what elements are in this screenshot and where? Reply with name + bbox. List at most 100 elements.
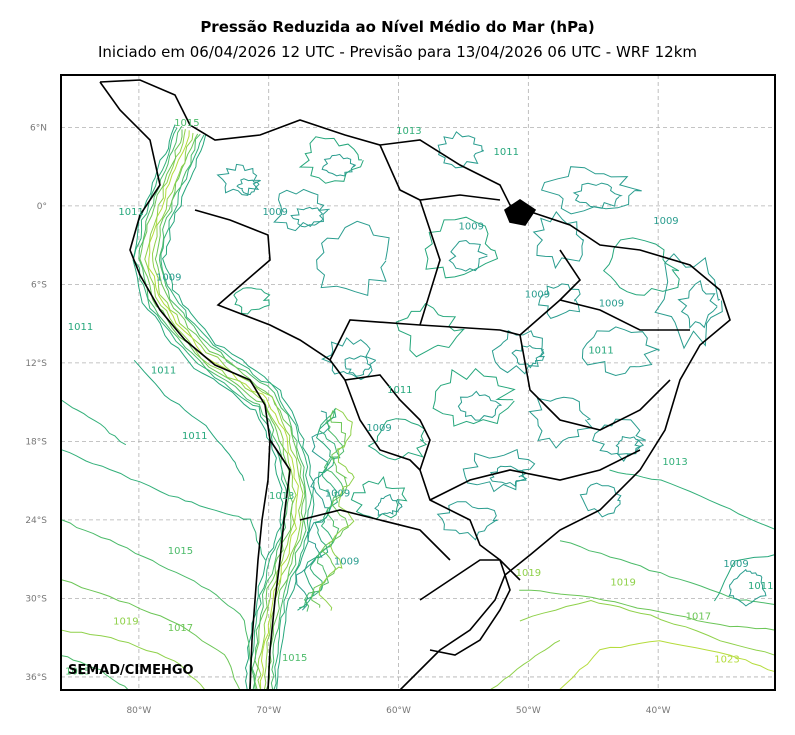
lon-tick-label: 70°W: [256, 706, 281, 716]
contour-label: 1011: [387, 385, 412, 396]
graticule: [61, 75, 775, 690]
lat-tick-label: 36°S: [25, 673, 47, 683]
contour-label: 1011: [494, 147, 519, 158]
contour-label: 1011: [182, 431, 207, 442]
continental-isobar: [424, 216, 499, 279]
lat-tick-label: 0°: [37, 202, 47, 212]
contour-label: 1011: [588, 346, 613, 357]
contour-label: 1015: [282, 653, 307, 664]
border-line: [419, 199, 441, 326]
island-shape: [504, 199, 537, 226]
contour-label: 1015: [65, 666, 90, 677]
border-line: [419, 559, 511, 656]
pacific-isobar: [61, 449, 266, 561]
andes-isobar: [132, 127, 288, 690]
border-line: [99, 81, 271, 690]
contour-label: 1015: [174, 118, 199, 129]
continental-isobar: [374, 493, 403, 517]
andes-isobar: [158, 133, 307, 690]
contour-label: 1013: [396, 126, 421, 137]
flank-isobar: [299, 407, 341, 609]
border-line: [329, 319, 521, 361]
border-line: [559, 249, 582, 301]
contour-label: 1019: [516, 568, 541, 579]
continental-isobar: [572, 182, 623, 209]
contour-label: 1011: [151, 365, 176, 376]
andes-isobar: [151, 132, 304, 690]
continental-isobar: [528, 396, 594, 449]
contour-label: 1009: [723, 559, 748, 570]
contour-label: 1009: [653, 216, 678, 227]
pacific-isobar: [61, 629, 206, 690]
contour-label: 1011: [748, 581, 773, 592]
continental-isobar: [236, 178, 260, 196]
contour-label: 1013: [662, 457, 687, 468]
continental-isobar: [491, 329, 544, 375]
andes-isobar: [138, 125, 290, 690]
lat-tick-label: 6°N: [30, 123, 47, 133]
page-title: Pressão Reduzida ao Nível Médio do Mar (…: [200, 18, 595, 36]
page-subtitle: Iniciado em 06/04/2026 12 UTC - Previsão…: [97, 43, 698, 61]
continental-isobar: [602, 237, 680, 296]
contour-label: 1009: [334, 556, 359, 567]
contour-label: 1017: [168, 623, 193, 634]
continental-isobar: [489, 465, 528, 488]
border-line: [429, 449, 641, 501]
credit-label: SEMAD/CIMEHGO: [68, 663, 194, 678]
atlantic-isobar: [609, 469, 775, 530]
andes-isobar: [139, 129, 294, 690]
continental-isobar: [344, 355, 372, 377]
lon-tick-label: 40°W: [646, 706, 671, 716]
lat-tick-label: 30°S: [25, 594, 47, 604]
andes-isobar: [162, 134, 315, 690]
continental-isobar: [350, 475, 408, 520]
contour-label: 1009: [366, 423, 391, 434]
continental-isobar: [437, 131, 485, 169]
atlantic-isobar: [559, 640, 775, 690]
border-line: [519, 334, 671, 431]
continental-isobar: [677, 279, 718, 330]
continental-isobar: [448, 239, 488, 272]
contour-label: 1011: [118, 207, 143, 218]
atlantic-isobar: [713, 554, 775, 602]
isobar-contours: [61, 124, 775, 690]
atlantic-isobar: [519, 589, 775, 631]
pacific-isobar: [133, 359, 245, 482]
border-line: [344, 379, 421, 471]
continental-isobar: [321, 153, 357, 177]
map-frame: [60, 74, 776, 691]
lat-tick-label: 6°S: [31, 280, 47, 290]
pacific-isobar: [61, 655, 130, 690]
country-borders: [99, 79, 731, 690]
contour-label: 1019: [113, 617, 138, 628]
continental-isobar: [298, 136, 364, 184]
contour-label: 1009: [156, 272, 181, 283]
border-line: [379, 144, 501, 201]
continental-isobar: [432, 367, 516, 427]
continental-isobar: [367, 418, 428, 461]
continental-isobar: [540, 166, 642, 215]
contour-label: 1011: [68, 322, 93, 333]
continental-isobar: [436, 501, 498, 541]
flank-isobar: [311, 410, 349, 608]
pacific-isobar: [61, 519, 256, 690]
andes-isobar: [144, 129, 297, 690]
contour-label: 1009: [525, 289, 550, 300]
contour-label: 1015: [168, 546, 193, 557]
border-line: [99, 79, 731, 690]
continental-isobar: [457, 390, 503, 421]
border-line: [194, 209, 521, 581]
atlantic-isobar: [559, 540, 775, 605]
contour-label: 1009: [325, 488, 350, 499]
continental-isobar: [462, 448, 536, 493]
lat-tick-label: 12°S: [25, 359, 47, 369]
continental-isobar: [532, 211, 584, 270]
continental-isobar: [591, 418, 646, 462]
andes-isobar: [148, 130, 299, 689]
continental-isobar: [395, 302, 465, 358]
contour-label: 1023: [714, 655, 739, 666]
axis-ticks: 6°N 0° 6°S 12°S 18°S 24°S 30°S 36°S 80°W 70°W 60°W…: [25, 123, 670, 716]
atlantic-isobar: [728, 568, 767, 607]
